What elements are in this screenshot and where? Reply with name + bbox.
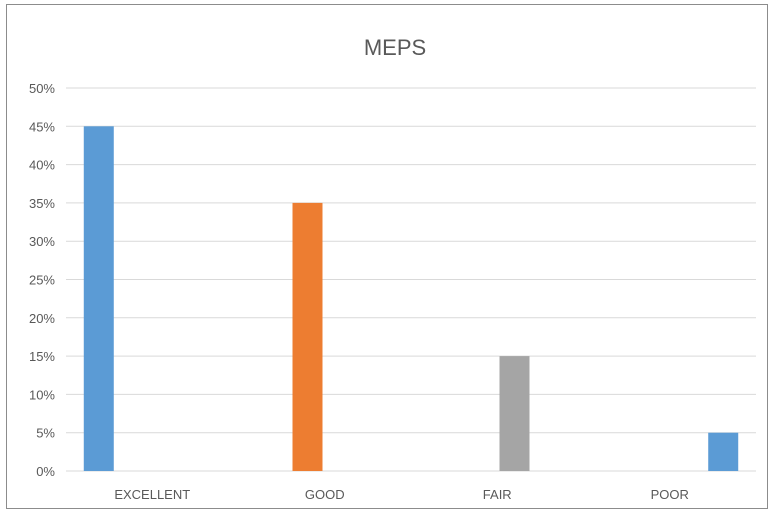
y-axis-ticks: 0% 5% 10% 15% 20% 25% 30% 35% 40% 45% 50% [29, 81, 55, 479]
x-tick-label-excellent: EXCELLENT [114, 487, 190, 502]
y-tick-label: 35% [29, 196, 55, 211]
x-tick-label-good: GOOD [305, 487, 345, 502]
bar-poor [708, 432, 739, 471]
x-tick-label-poor: POOR [651, 487, 689, 502]
x-tick-label-fair: FAIR [483, 487, 512, 502]
x-axis-labels: EXCELLENT GOOD FAIR POOR [114, 487, 689, 502]
y-tick-label: 45% [29, 119, 55, 134]
y-tick-label: 10% [29, 387, 55, 402]
y-tick-label: 40% [29, 158, 55, 173]
y-tick-label: 50% [29, 81, 55, 96]
y-tick-label: 25% [29, 273, 55, 288]
y-tick-label: 20% [29, 311, 55, 326]
bar-fair [499, 356, 530, 471]
bars [83, 126, 739, 472]
bar-excellent [83, 126, 114, 472]
y-tick-label: 30% [29, 234, 55, 249]
grid-lines [66, 87, 756, 472]
chart-title: MEPS [364, 35, 426, 60]
y-tick-label: 5% [36, 426, 55, 441]
bar-good [292, 202, 323, 471]
y-tick-label: 0% [36, 464, 55, 479]
y-tick-label: 15% [29, 349, 55, 364]
